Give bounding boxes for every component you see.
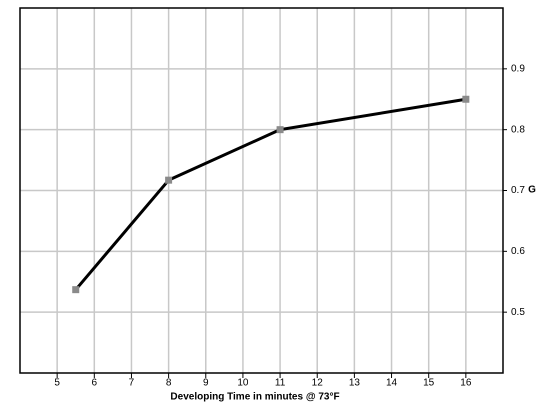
y-tick-label: 0.6 bbox=[511, 246, 525, 257]
marker bbox=[72, 286, 80, 294]
x-tick-label: 12 bbox=[312, 378, 324, 389]
x-tick-label: 8 bbox=[166, 378, 172, 389]
plot-frame bbox=[19, 7, 504, 374]
x-tick-label: 15 bbox=[423, 378, 435, 389]
x-tick-label: 5 bbox=[54, 378, 60, 389]
x-tick-label: 11 bbox=[275, 378, 286, 389]
x-tick-label: 10 bbox=[237, 378, 249, 389]
y-tick-label: 0.9 bbox=[511, 63, 525, 74]
marker bbox=[276, 126, 284, 134]
y-axis-label: G bbox=[528, 185, 536, 196]
line bbox=[74, 97, 467, 291]
marker bbox=[462, 95, 470, 103]
marker bbox=[165, 176, 173, 184]
x-axis-label: Developing Time in minutes @ 73°F bbox=[170, 392, 339, 403]
x-tick-label: 7 bbox=[129, 378, 135, 389]
x-tick-label: 14 bbox=[386, 378, 398, 389]
y-tick-label: 0.7 bbox=[511, 185, 525, 196]
x-tick-label: 9 bbox=[203, 378, 209, 389]
y-tick-label: 0.8 bbox=[511, 124, 525, 135]
x-tick-label: 6 bbox=[92, 378, 98, 389]
y-tick-label: 0.5 bbox=[511, 307, 525, 318]
x-tick-label: 16 bbox=[460, 378, 472, 389]
x-tick-label: 13 bbox=[349, 378, 361, 389]
